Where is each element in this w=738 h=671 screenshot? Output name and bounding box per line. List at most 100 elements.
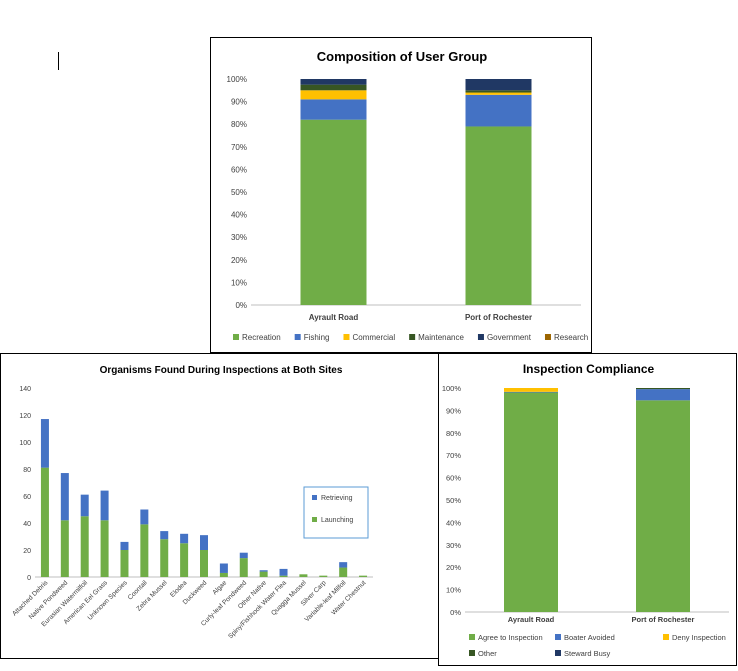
bar-segment <box>636 388 690 390</box>
bar-segment <box>504 391 558 393</box>
legend-label: Deny Inspection <box>672 633 726 642</box>
y-tick-label: 20% <box>231 256 247 265</box>
bar-segment <box>465 92 532 95</box>
bar-segment <box>259 571 268 577</box>
bar-segment <box>80 516 89 577</box>
bar-segment <box>319 575 328 577</box>
bar-segment <box>160 539 169 577</box>
y-tick-label: 100% <box>442 384 462 393</box>
legend-label: Other <box>478 649 497 658</box>
legend-swatch <box>312 495 317 500</box>
legend-swatch <box>469 650 475 656</box>
bar-segment <box>40 467 49 577</box>
x-tick-label: Ayrault Road <box>309 313 359 322</box>
legend-label: Recreation <box>242 333 281 342</box>
y-tick-label: 60 <box>23 494 31 501</box>
x-tick-label: Port of Rochester <box>465 313 532 322</box>
legend-label: Maintenance <box>418 333 464 342</box>
chart-user-group[interactable]: Composition of User Group 0% 10% 20% 30% 40% 5… <box>210 37 592 353</box>
y-tick-label: 30% <box>231 233 247 242</box>
y-tick-label: 90% <box>231 98 247 107</box>
legend-label: Steward Busy <box>564 649 611 658</box>
x-tick-label: Attached Debris <box>11 579 50 618</box>
legend-label: Fishing <box>304 333 330 342</box>
bar-segment <box>200 535 208 550</box>
bar-segment <box>200 550 208 577</box>
bar-segment <box>140 524 149 577</box>
legend-swatch <box>469 634 475 640</box>
y-tick-label: 40% <box>231 211 247 220</box>
y-tick-label: 120 <box>19 413 31 420</box>
x-tick-label: Ayrault Road <box>508 615 555 624</box>
bar-segment <box>120 550 129 577</box>
x-tick-label: Port of Rochester <box>632 615 695 624</box>
bar-segment <box>299 574 308 577</box>
bar-segment <box>219 572 228 577</box>
chart-title: Inspection Compliance <box>523 362 655 376</box>
y-tick-label: 20% <box>446 563 461 572</box>
bar-segment <box>239 558 248 577</box>
bar-segment <box>465 79 532 91</box>
compliance-chart-svg: Inspection Compliance 0% 10% 20% 30% 40% 50% 60… <box>442 362 729 658</box>
legend-label: Government <box>487 333 532 342</box>
bar-segment <box>300 90 367 100</box>
chart-title: Composition of User Group <box>317 49 488 64</box>
bar-segment <box>339 562 348 568</box>
bar-segment <box>140 509 149 525</box>
y-tick-label: 10% <box>446 586 461 595</box>
y-tick-label: 0% <box>235 301 247 310</box>
bar-segment <box>359 575 368 577</box>
y-tick-label: 20 <box>23 548 31 555</box>
y-tick-label: 30% <box>446 541 461 550</box>
y-tick-label: 50% <box>231 188 247 197</box>
bar-segment <box>279 575 288 577</box>
y-tick-label: 70% <box>231 143 247 152</box>
x-tick-label: Quagga Mussel <box>270 579 308 617</box>
x-tick-label: Algae <box>211 579 228 596</box>
y-tick-label: 90% <box>446 406 461 415</box>
y-tick-label: 70% <box>446 451 461 460</box>
bar-segment <box>40 419 49 468</box>
legend-swatch <box>544 334 551 340</box>
y-tick-label: 80 <box>23 467 31 474</box>
bar-segment <box>339 567 348 577</box>
organisms-chart-svg: Organisms Found During Inspections at Bo… <box>11 365 373 640</box>
bar-segment <box>300 84 367 91</box>
bar-segment <box>60 520 69 577</box>
bar-segment <box>465 126 532 306</box>
legend-label: Research <box>554 333 588 342</box>
y-tick-label: 80% <box>231 120 247 129</box>
bar-segment <box>219 563 228 573</box>
y-tick-label: 40 <box>23 521 31 528</box>
bar-segment <box>120 541 129 550</box>
legend-label: Agree to Inspection <box>478 633 543 642</box>
bar-segment <box>636 389 690 401</box>
legend-swatch <box>555 634 561 640</box>
legend-swatch <box>312 517 317 522</box>
y-tick-label: 0% <box>450 608 461 617</box>
bar-segment <box>60 473 69 521</box>
legend-swatch <box>233 334 239 340</box>
bar-segment <box>100 490 109 521</box>
bar-segment <box>100 520 109 577</box>
y-tick-label: 100 <box>19 440 31 447</box>
bar-segment <box>636 400 690 612</box>
chart-organisms[interactable]: Organisms Found During Inspections at Bo… <box>0 353 440 659</box>
bar-segment <box>160 531 169 540</box>
legend-swatch <box>477 334 484 340</box>
y-tick-label: 60% <box>231 165 247 174</box>
legend-swatch <box>663 634 669 640</box>
text-cursor <box>58 52 59 70</box>
bar-segment <box>300 119 367 306</box>
legend-swatch <box>555 650 561 656</box>
legend-label: Boater Avoided <box>564 633 615 642</box>
y-tick-label: 100% <box>227 75 247 84</box>
chart-inspection-compliance[interactable]: Inspection Compliance 0% 10% 20% 30% 40% 50% 60… <box>438 353 737 666</box>
bar-segment <box>465 94 532 127</box>
bar-segment <box>279 568 288 576</box>
bar-segment <box>259 570 268 572</box>
legend-swatch <box>409 334 416 340</box>
bar-segment <box>180 543 189 577</box>
y-tick-label: 0 <box>27 575 31 582</box>
bar-segment <box>465 90 532 93</box>
